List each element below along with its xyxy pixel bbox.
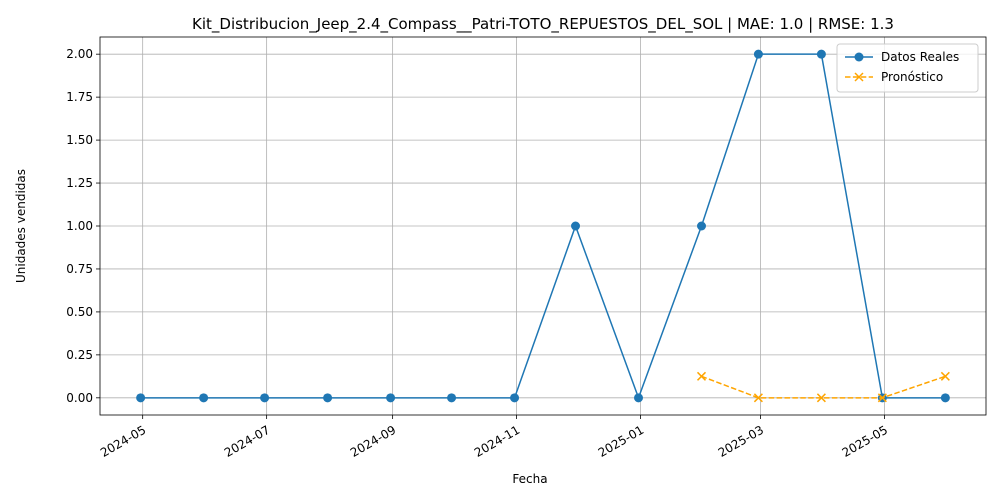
- y-tick-label: 0.50: [66, 305, 93, 319]
- x-axis-ticks: 2024-05 2024-07 2024-09 2024-11 2025-01 2025-…: [98, 415, 890, 460]
- legend-box: [836, 43, 979, 93]
- data-point-pron-stico: [753, 393, 763, 403]
- legend-marker-datos-reales: [854, 52, 864, 62]
- series-line-datos-reales: [140, 53, 946, 400]
- y-tick-label: 2.00: [66, 47, 93, 61]
- x-tick-label: 2024-05: [98, 423, 148, 460]
- x-tick-label: 2024-07: [222, 423, 272, 460]
- legend: Datos Reales Pronóstico: [836, 43, 979, 93]
- data-point-datos-reales: [386, 393, 396, 403]
- legend-marker-pronostico: [854, 72, 864, 82]
- data-point-datos-reales: [199, 393, 209, 403]
- data-point-pron-stico: [877, 393, 887, 403]
- y-tick-label: 1.75: [66, 90, 93, 104]
- data-point-datos-reales: [323, 393, 333, 403]
- legend-label-pronostico: Pronóstico: [881, 70, 943, 84]
- y-tick-label: 1.50: [66, 133, 93, 147]
- data-point-pron-stico: [696, 371, 707, 381]
- y-tick-label: 0.75: [66, 262, 93, 276]
- y-tick-label: 1.25: [66, 176, 93, 190]
- series-line-pron-stico: [701, 375, 946, 399]
- y-axis-ticks: 0.00 0.25 0.50 0.75 1.00 1.25 1.50 1.75 2.00: [66, 47, 100, 405]
- data-point-datos-reales: [697, 221, 707, 231]
- x-tick-label: 2024-09: [348, 423, 398, 460]
- x-tick-label: 2025-03: [716, 423, 766, 460]
- data-point-datos-reales: [571, 221, 581, 231]
- data-point-datos-reales: [136, 393, 146, 403]
- x-tick-label: 2024-11: [472, 423, 522, 460]
- data-point-datos-reales: [634, 393, 644, 403]
- y-axis-label: Unidades vendidas: [14, 169, 28, 283]
- y-tick-label: 1.00: [66, 219, 93, 233]
- data-point-pron-stico: [816, 393, 826, 403]
- data-point-datos-reales: [260, 393, 270, 403]
- data-point-datos-reales: [447, 393, 457, 403]
- data-point-datos-reales: [510, 393, 520, 403]
- x-axis-label: Fecha: [512, 472, 547, 486]
- data-point-pron-stico: [940, 371, 950, 381]
- legend-label-datos-reales: Datos Reales: [881, 50, 959, 64]
- x-tick-label: 2025-01: [596, 423, 646, 460]
- grid: [100, 37, 986, 415]
- data-point-datos-reales: [753, 49, 763, 59]
- y-tick-label: 0.25: [66, 348, 93, 362]
- y-tick-label: 0.00: [66, 391, 93, 405]
- data-point-datos-reales: [940, 393, 950, 403]
- chart-title: Kit_Distribucion_Jeep_2.4_Compass__Patri…: [192, 15, 894, 34]
- series-layer: [136, 49, 950, 403]
- x-tick-label: 2025-05: [840, 423, 890, 460]
- data-point-datos-reales: [816, 49, 826, 59]
